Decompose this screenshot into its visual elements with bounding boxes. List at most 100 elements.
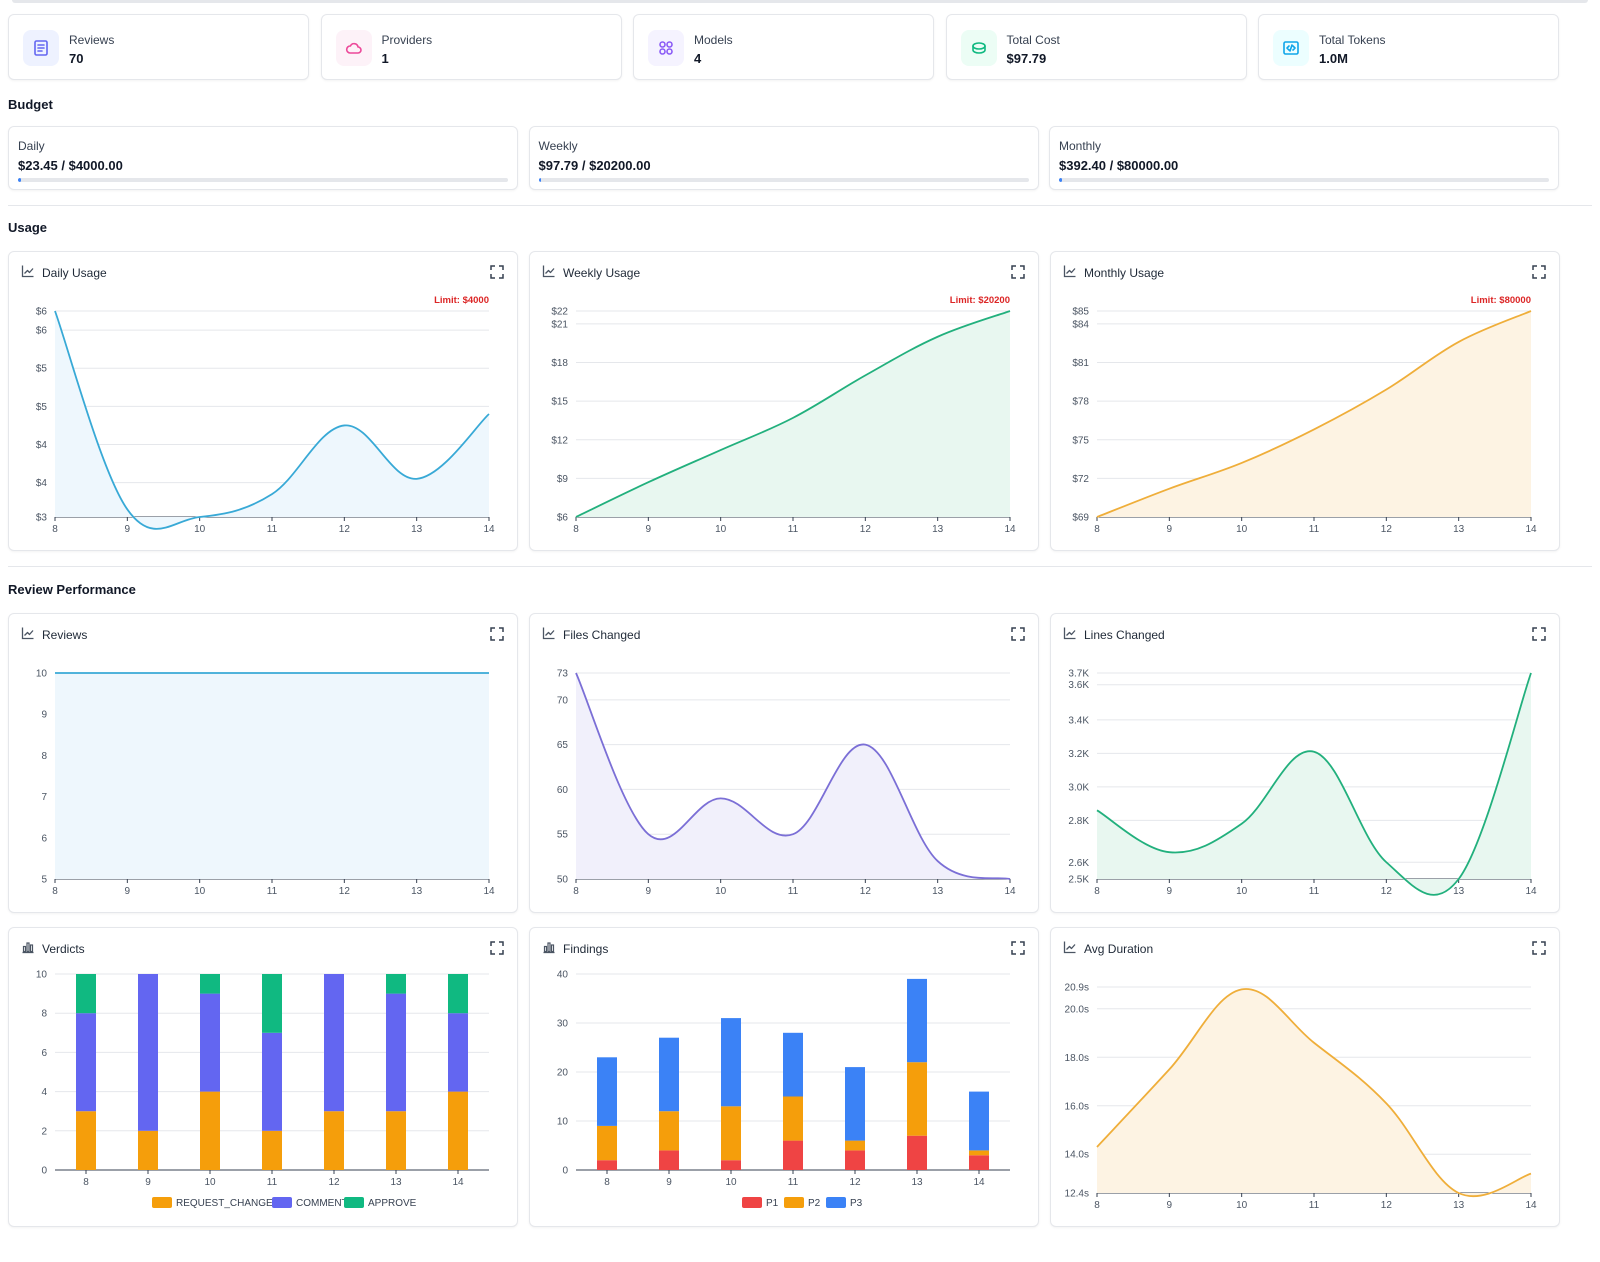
expand-icon[interactable] [489, 940, 505, 956]
bar-segment-p2[interactable] [845, 1140, 865, 1151]
bar-segment-comment[interactable] [262, 1032, 282, 1131]
bar-segment-p1[interactable] [783, 1140, 803, 1170]
bar-segment-p2[interactable] [907, 1062, 927, 1136]
bar-segment-p1[interactable] [845, 1150, 865, 1170]
bar-chart-icon [21, 940, 35, 957]
bar-segment-comment[interactable] [138, 974, 158, 1131]
bar-segment-comment[interactable] [76, 1013, 96, 1112]
bar-segment-p3[interactable] [907, 978, 927, 1063]
chart-card-files-changed: Files Changed 73 70 65 60 55 50 8 9 10 11 12 13 14 [529, 613, 1039, 913]
chart-title: Reviews [42, 627, 88, 642]
budget-section-title: Budget [8, 97, 53, 112]
y-tick-label: $85 [1072, 307, 1089, 318]
y-tick-label: 2 [41, 1126, 47, 1137]
y-tick-label: $21 [551, 319, 568, 330]
bar-segment-request-changes[interactable] [200, 1091, 220, 1170]
y-tick-label: 6 [41, 1048, 47, 1059]
series-area [55, 673, 489, 879]
bar-segment-p1[interactable] [721, 1160, 741, 1170]
series-line [575, 310, 1011, 518]
y-tick-label: $15 [551, 397, 568, 408]
chart-header: Reviews [21, 626, 87, 643]
legend-item-comment[interactable]: COMMENT [272, 1197, 348, 1209]
chart-plot: 20.9s 20.0s 18.0s 16.0s 14.0s 12.4s 8 9 10 11 12 13… [1065, 983, 1537, 1212]
bar-segment-request-changes[interactable] [386, 1111, 406, 1170]
bar-segment-approve[interactable] [76, 974, 96, 1014]
expand-icon[interactable] [1531, 264, 1547, 280]
x-tick-label: 10 [1236, 886, 1248, 897]
x-tick-label: 8 [52, 886, 58, 897]
bar-segment-comment[interactable] [324, 974, 344, 1112]
bar-segment-comment[interactable] [386, 993, 406, 1112]
x-tick-label: 14 [1004, 524, 1016, 535]
line-chart-icon [21, 626, 35, 643]
bar-segment-p1[interactable] [659, 1150, 679, 1170]
y-tick-label: 12.4s [1065, 1189, 1089, 1200]
bar-segment-p2[interactable] [783, 1096, 803, 1141]
bar-segment-p3[interactable] [845, 1067, 865, 1141]
chart-header: Files Changed [542, 626, 640, 643]
y-tick-label: 8 [41, 751, 47, 762]
bar-segment-p2[interactable] [659, 1111, 679, 1151]
legend-item-p3[interactable]: P3 [826, 1197, 863, 1209]
budget-value: $97.79 / $20200.00 [538, 158, 651, 173]
legend-item-request-changes[interactable]: REQUEST_CHANGES [152, 1197, 280, 1209]
bar-segment-request-changes[interactable] [138, 1130, 158, 1170]
y-tick-label: 2.6K [1068, 858, 1089, 869]
series-line [1096, 310, 1532, 518]
legend-item-p2[interactable]: P2 [784, 1197, 821, 1209]
bar-segment-p1[interactable] [597, 1160, 617, 1170]
bar-segment-request-changes[interactable] [448, 1091, 468, 1170]
bar-segment-p1[interactable] [907, 1135, 927, 1170]
y-tick-label: $4 [36, 440, 48, 451]
code-icon [1273, 30, 1309, 66]
expand-icon[interactable] [1531, 626, 1547, 642]
x-tick-label: 12 [860, 886, 872, 897]
bar-segment-p3[interactable] [721, 1018, 741, 1107]
x-tick-label: 10 [1236, 1200, 1248, 1211]
expand-icon[interactable] [1531, 940, 1547, 956]
stat-label: Total Cost [1006, 33, 1060, 47]
legend-swatch [784, 1197, 804, 1208]
bar-segment-p2[interactable] [597, 1125, 617, 1161]
bar-segment-approve[interactable] [448, 974, 468, 1014]
expand-icon[interactable] [1010, 264, 1026, 280]
bar-segment-p2[interactable] [721, 1106, 741, 1161]
bar-segment-comment[interactable] [200, 993, 220, 1092]
expand-icon[interactable] [1010, 626, 1026, 642]
chart-title: Lines Changed [1084, 627, 1165, 642]
chart-card-lines-changed: Lines Changed 3.7K 3.6K 3.4K 3.2K 3.0K 2.8K 2.6… [1050, 613, 1560, 913]
bar-segment-request-changes[interactable] [76, 1111, 96, 1170]
bar-segment-approve[interactable] [386, 974, 406, 994]
usage-section-title: Usage [8, 220, 48, 235]
bar-segment-p1[interactable] [969, 1155, 989, 1170]
bar-segment-p2[interactable] [969, 1150, 989, 1156]
legend-item-p1[interactable]: P1 [742, 1197, 779, 1209]
bar-segment-p3[interactable] [783, 1032, 803, 1097]
x-tick-label: 13 [1453, 886, 1465, 897]
bar-segment-approve[interactable] [200, 974, 220, 994]
bar-segment-comment[interactable] [448, 1013, 468, 1092]
x-tick-label: 10 [194, 524, 206, 535]
y-tick-label: 2.8K [1068, 816, 1089, 827]
bar-segment-approve[interactable] [262, 974, 282, 1033]
chart-plot: 73 70 65 60 55 50 8 9 10 11 12 13 14 [557, 669, 1016, 898]
expand-icon[interactable] [1010, 940, 1026, 956]
chart-plot: 10 8 6 4 2 0 8 9 10 11 12 13 14 REQUEST_CHANGES COMMEN… [36, 970, 489, 1209]
bar-segment-p3[interactable] [659, 1037, 679, 1112]
bar-segment-request-changes[interactable] [324, 1111, 344, 1170]
chart-header: Weekly Usage [542, 264, 640, 281]
bar-segment-p3[interactable] [597, 1057, 617, 1126]
expand-icon[interactable] [489, 264, 505, 280]
budget-progress-bar [538, 178, 1029, 182]
bar-segment-request-changes[interactable] [262, 1130, 282, 1170]
x-tick-label: 10 [715, 886, 727, 897]
x-tick-label: 14 [452, 1177, 464, 1188]
legend-swatch [742, 1197, 762, 1208]
x-tick-label: 11 [788, 1177, 799, 1188]
bar-segment-p3[interactable] [969, 1091, 989, 1151]
legend-item-approve[interactable]: APPROVE [344, 1197, 417, 1209]
x-tick-label: 8 [1094, 1200, 1100, 1211]
x-tick-label: 12 [328, 1177, 340, 1188]
expand-icon[interactable] [489, 626, 505, 642]
